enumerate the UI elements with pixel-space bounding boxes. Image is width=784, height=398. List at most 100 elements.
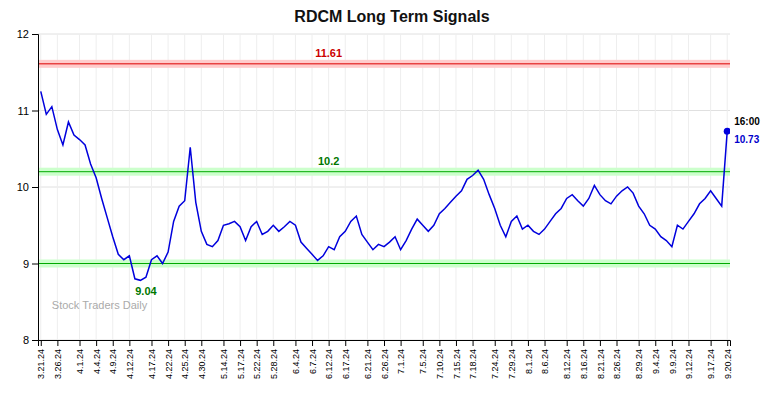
x-tick: 7.18.24 (468, 340, 478, 379)
grid-line-x (256, 34, 257, 340)
x-tick: 8.12.24 (562, 340, 572, 379)
x-tick-mark (367, 340, 368, 346)
x-tick-label: 4.1.24 (75, 349, 85, 374)
x-tick-mark (473, 340, 474, 346)
x-tick-mark (439, 340, 440, 346)
grid-line-x (710, 34, 711, 340)
x-tick-mark (113, 340, 114, 346)
chart-title: RDCM Long Term Signals (294, 8, 489, 25)
grid-line-x (79, 34, 80, 340)
x-tick-label: 9.12.24 (684, 349, 694, 379)
grid-line-x (638, 34, 639, 340)
grid-line-x (57, 34, 58, 340)
grid-line-x (345, 34, 346, 340)
grid-line-x (455, 34, 456, 340)
y-tick-label: 8 (23, 334, 29, 346)
x-tick-label: 8.29.24 (634, 349, 644, 379)
last-value-label: 10.73 (734, 134, 759, 145)
y-tick: 8 (23, 334, 38, 346)
x-tick-label: 4.9.24 (108, 349, 118, 374)
x-tick-label: 3.26.24 (53, 349, 63, 379)
x-tick: 7.24.24 (490, 340, 500, 379)
min-label: 9.04 (135, 285, 157, 297)
x-tick: 5.14.24 (219, 340, 229, 379)
x-tick-mark (672, 340, 673, 346)
x-tick-mark (41, 340, 42, 346)
x-tick-mark (168, 340, 169, 346)
x-tick-label: 4.22.24 (164, 349, 174, 379)
y-tick: 9 (23, 258, 38, 270)
grid-line-x (273, 34, 274, 340)
x-tick: 7.1.24 (396, 340, 406, 374)
y-tick-label: 11 (18, 105, 29, 117)
x-tick-label: 9.4.24 (651, 349, 661, 374)
x-tick-mark (528, 340, 529, 346)
grid-line-x (511, 34, 512, 340)
x-tick: 8.21.24 (596, 340, 606, 379)
x-tick: 4.1.24 (75, 340, 85, 374)
x-tick-label: 6.12.24 (324, 349, 334, 379)
grid-line-x (312, 34, 313, 340)
reference-label: 10.2 (318, 155, 339, 167)
x-tick: 3.21.24 (36, 340, 46, 379)
grid-line-x (295, 34, 296, 340)
x-tick-label: 7.29.24 (507, 349, 517, 379)
x-tick-label: 4.4.24 (92, 349, 102, 374)
last-point-marker (724, 128, 730, 135)
x-tick: 3.26.24 (53, 340, 63, 379)
x-tick: 8.1.24 (524, 340, 534, 374)
x-tick-mark (727, 340, 728, 346)
x-tick-label: 8.12.24 (562, 349, 572, 379)
grid-line-y (38, 263, 730, 264)
grid-line-x (384, 34, 385, 340)
x-tick: 8.29.24 (634, 340, 644, 379)
price-line (41, 91, 727, 280)
reference-band (38, 168, 730, 176)
grid-line-x (184, 34, 185, 340)
x-tick-mark (345, 340, 346, 346)
y-tick-label: 12 (17, 28, 29, 40)
watermark: Stock Traders Daily (52, 299, 148, 311)
y-tick-mark (32, 187, 38, 188)
x-tick-mark (401, 340, 402, 346)
y-tick-mark (32, 34, 38, 35)
grid-line-x (367, 34, 368, 340)
x-axis-line (39, 341, 731, 347)
x-tick: 7.10.24 (435, 340, 445, 379)
reference-band (38, 260, 730, 268)
x-tick-label: 8.1.24 (524, 349, 534, 374)
x-tick: 5.22.24 (252, 340, 262, 379)
x-tick: 7.29.24 (507, 340, 517, 379)
x-tick-label: 6.26.24 (380, 349, 390, 379)
x-tick-label: 4.30.24 (197, 349, 207, 379)
grid-line-x (655, 34, 656, 340)
x-tick: 4.22.24 (164, 340, 174, 379)
annotations: 11.6110.29.0416:0010.73Stock Traders Dai… (52, 47, 760, 312)
reference-line (38, 63, 730, 64)
x-axis: 3.21.243.26.244.1.244.4.244.9.244.12.244… (36, 340, 732, 379)
y-tick: 10 (17, 181, 38, 193)
x-tick-label: 7.10.24 (435, 349, 445, 379)
x-tick-label: 5.17.24 (236, 349, 246, 379)
x-tick-label: 9.20.24 (723, 349, 733, 379)
y-tick-mark (32, 340, 38, 341)
reference-band (38, 60, 730, 68)
x-tick: 6.21.24 (363, 340, 373, 379)
grid-line-x (583, 34, 584, 340)
x-tick-mark (273, 340, 274, 346)
x-tick: 9.12.24 (684, 340, 694, 379)
x-tick-label: 6.7.24 (308, 349, 318, 374)
x-tick-label: 4.25.24 (180, 349, 190, 379)
grid-line-x (472, 34, 473, 340)
plot-area (38, 60, 730, 280)
x-tick-mark (384, 340, 385, 346)
grid-line-x (422, 34, 423, 340)
y-tick-label: 9 (23, 258, 29, 270)
grid-line-x (400, 34, 401, 340)
x-tick-label: 3.21.24 (36, 349, 46, 379)
reference-line (38, 171, 730, 172)
x-tick: 8.6.24 (540, 340, 550, 374)
x-tick: 9.17.24 (706, 340, 716, 379)
x-tick-label: 5.14.24 (219, 349, 229, 379)
x-tick-mark (185, 340, 186, 346)
